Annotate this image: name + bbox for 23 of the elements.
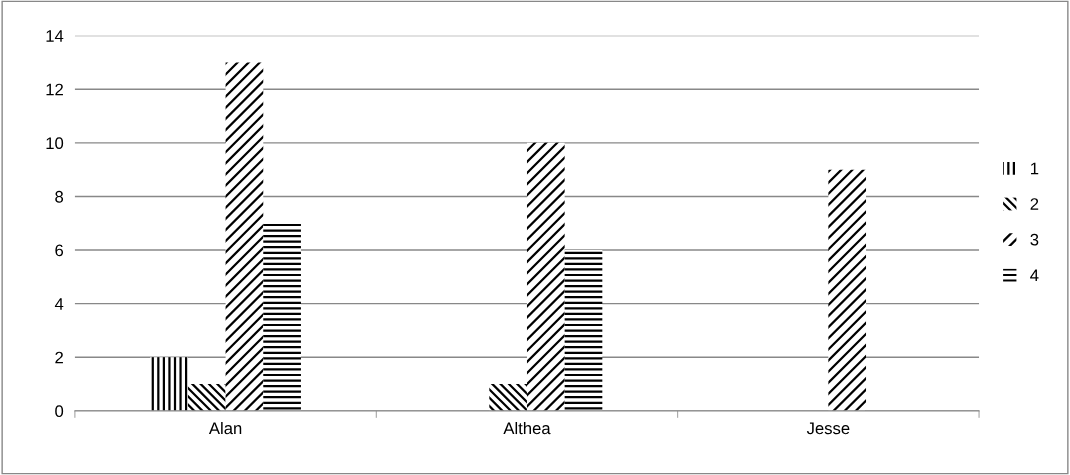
bar [187, 384, 226, 411]
y-tick-label: 2 [55, 351, 63, 364]
bar [489, 384, 527, 411]
x-tick-label: Althea [503, 421, 551, 435]
y-tick-label: 14 [46, 30, 64, 42]
y-tick-label: 12 [46, 83, 63, 96]
bar [150, 357, 188, 411]
bar [225, 62, 264, 411]
x-tick-label: Jesse [806, 422, 850, 435]
bar [526, 142, 565, 411]
legend-label: 1 [1031, 162, 1039, 175]
legend-label: 4 [1030, 269, 1039, 282]
y-tick-label: 8 [55, 190, 64, 203]
bar [263, 223, 301, 411]
x-tick-label: Alan [208, 421, 242, 435]
y-tick-label: 0 [55, 405, 64, 418]
bar [564, 250, 603, 411]
legend-label: 2 [1030, 198, 1039, 210]
legend-label: 3 [1030, 233, 1039, 246]
bar [828, 169, 867, 411]
y-tick-label: 10 [46, 137, 64, 150]
y-tick-label: 6 [55, 244, 64, 257]
y-tick-label: 4 [54, 298, 64, 310]
